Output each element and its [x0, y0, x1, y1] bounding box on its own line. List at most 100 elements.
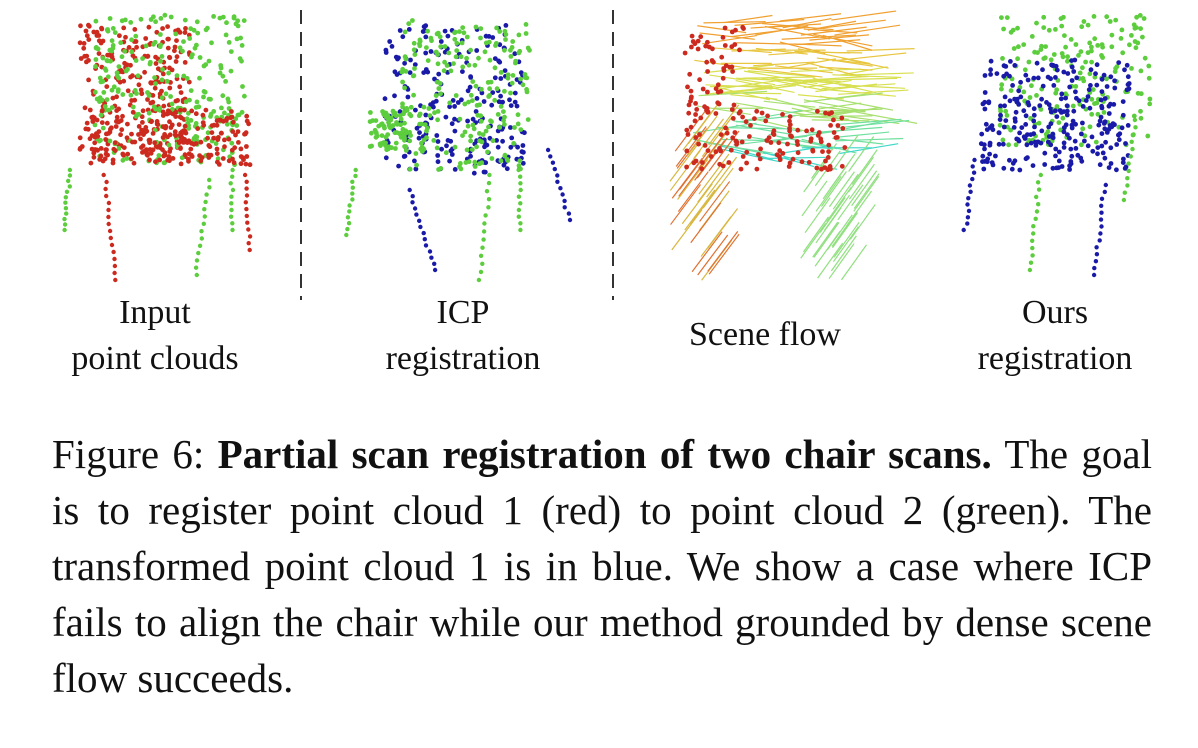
point	[1095, 43, 1101, 48]
point	[392, 93, 397, 99]
point	[1015, 56, 1020, 62]
point	[786, 164, 792, 169]
point	[1078, 155, 1084, 161]
point	[162, 12, 168, 18]
point	[1010, 83, 1015, 88]
point	[744, 149, 750, 155]
point	[1081, 78, 1087, 84]
point	[688, 124, 694, 130]
point	[106, 214, 111, 220]
flow-arrow	[774, 65, 833, 74]
point	[501, 118, 506, 123]
point	[472, 159, 478, 165]
point	[560, 192, 565, 197]
point	[715, 82, 721, 88]
point	[435, 52, 440, 57]
point	[1132, 25, 1138, 31]
point	[407, 138, 413, 144]
flow-arrow	[803, 99, 865, 112]
point	[88, 160, 94, 166]
point	[112, 270, 117, 276]
point	[183, 26, 188, 31]
point	[1083, 59, 1088, 65]
point	[181, 73, 187, 79]
point	[434, 145, 440, 151]
point	[1099, 76, 1105, 82]
point	[1057, 108, 1063, 113]
point	[426, 106, 432, 111]
point	[243, 161, 249, 167]
point	[1012, 116, 1018, 121]
flow-arrow	[700, 216, 732, 257]
point	[1118, 36, 1124, 41]
point	[158, 16, 164, 21]
point	[1112, 69, 1118, 74]
point	[492, 56, 498, 61]
point	[1097, 238, 1102, 243]
point	[509, 45, 515, 50]
flow-arrow	[800, 26, 867, 36]
point	[490, 138, 496, 144]
point	[1033, 216, 1038, 221]
point	[197, 243, 203, 248]
point	[1027, 267, 1033, 273]
point	[422, 237, 427, 242]
point	[350, 179, 355, 184]
point	[1089, 44, 1094, 50]
point	[1097, 162, 1103, 168]
point	[1106, 165, 1112, 171]
point	[480, 245, 485, 250]
flow-arrow	[853, 175, 880, 212]
point	[239, 43, 245, 48]
point	[993, 153, 998, 159]
flow-arrow	[804, 197, 831, 234]
point	[752, 116, 757, 121]
point	[493, 43, 498, 48]
point	[197, 75, 202, 81]
point	[124, 156, 130, 161]
point	[1028, 260, 1034, 265]
point	[827, 164, 833, 169]
point	[728, 147, 734, 153]
point	[93, 57, 99, 62]
point	[120, 151, 126, 157]
point	[1125, 74, 1131, 80]
point	[787, 114, 793, 119]
panel-label-line: ICP	[436, 294, 490, 331]
point	[1018, 94, 1024, 100]
point	[816, 130, 822, 135]
point	[373, 118, 379, 123]
point	[92, 140, 98, 146]
point	[982, 146, 987, 152]
point	[466, 99, 471, 105]
point	[412, 66, 417, 71]
point	[1070, 118, 1076, 124]
point	[1068, 37, 1074, 42]
point	[465, 123, 471, 129]
flow-arrow	[693, 118, 724, 160]
point	[1094, 62, 1100, 68]
point	[202, 207, 207, 212]
point	[815, 108, 820, 114]
point	[447, 104, 452, 110]
point	[182, 107, 187, 113]
point	[1108, 101, 1113, 107]
point	[67, 184, 73, 189]
point	[809, 127, 815, 133]
point	[177, 114, 183, 120]
point	[230, 221, 235, 226]
point	[686, 102, 692, 108]
point	[160, 113, 166, 118]
flow-arrow	[671, 157, 703, 199]
point	[503, 37, 508, 42]
point	[147, 137, 153, 143]
point	[1016, 138, 1022, 144]
point	[780, 151, 786, 156]
point	[94, 117, 100, 123]
point	[488, 118, 493, 124]
point	[449, 121, 455, 127]
flow-arrow	[832, 173, 859, 210]
point	[1019, 125, 1025, 130]
point	[181, 39, 186, 44]
point	[1059, 23, 1065, 29]
